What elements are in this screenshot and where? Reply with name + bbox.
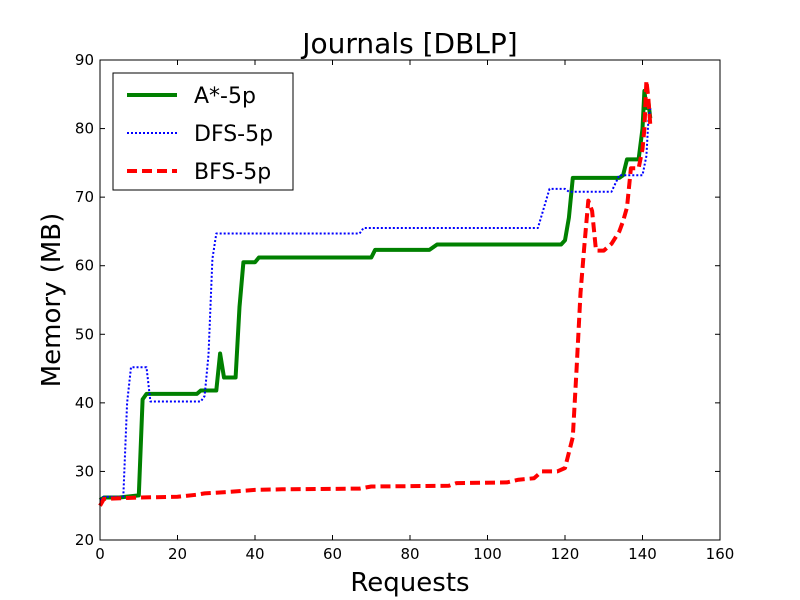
series-line-a-5p (98, 88, 653, 502)
y-tick-label: 30 (75, 462, 94, 480)
y-tick-label: 80 (75, 120, 94, 138)
x-tick-label: 60 (323, 545, 342, 563)
legend-label: A*-5p (194, 84, 256, 109)
x-tick-label: 100 (473, 545, 502, 563)
series-line-bfs-5p (98, 78, 653, 507)
series-line-dfs-5p (99, 107, 652, 501)
x-tick-label: 20 (168, 545, 187, 563)
chart-title: Journals [DBLP] (300, 27, 517, 60)
y-tick-label: 90 (75, 51, 94, 69)
y-axis-label: Memory (MB) (37, 213, 67, 388)
x-tick-label: 160 (706, 545, 735, 563)
x-axis-label: Requests (350, 568, 469, 598)
x-tick-label: 120 (551, 545, 580, 563)
legend-label: BFS-5p (194, 160, 271, 185)
x-tick-label: 80 (400, 545, 419, 563)
y-tick-label: 20 (75, 531, 94, 549)
x-tick-label: 0 (95, 545, 105, 563)
y-tick-label: 50 (75, 325, 94, 343)
y-tick-label: 60 (75, 257, 94, 275)
x-tick-label: 140 (628, 545, 657, 563)
x-tick-label: 40 (245, 545, 264, 563)
legend: A*-5p DFS-5p BFS-5p (112, 72, 294, 191)
y-tick-label: 70 (75, 188, 94, 206)
y-tick-label: 40 (75, 394, 94, 412)
legend-label: DFS-5p (194, 122, 273, 147)
series-layer (98, 78, 653, 507)
